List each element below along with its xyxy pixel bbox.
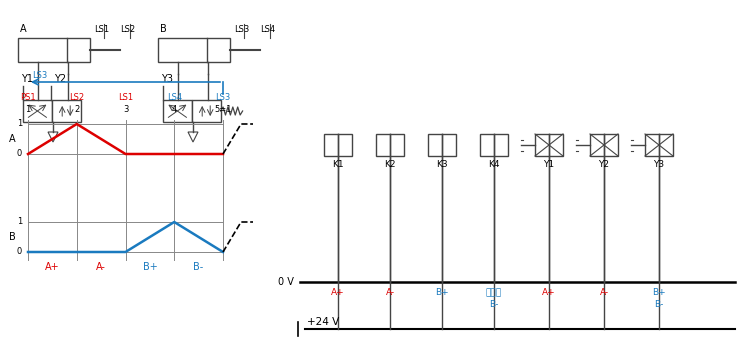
Text: 4: 4 [172, 105, 177, 114]
Bar [324, 134, 352, 156]
Bar [480, 134, 508, 156]
Text: Y3: Y3 [161, 74, 173, 84]
Text: K2: K2 [384, 160, 396, 169]
Text: LS3: LS3 [215, 93, 230, 102]
Bar [535, 134, 563, 156]
Text: 0 V: 0 V [278, 277, 294, 287]
Text: LS3: LS3 [234, 25, 249, 34]
Text: LS1: LS1 [94, 25, 109, 34]
Text: Y1: Y1 [543, 160, 554, 169]
Text: B+: B+ [652, 288, 666, 297]
Text: K4: K4 [488, 160, 500, 169]
Text: B: B [160, 24, 166, 34]
Text: Y3: Y3 [653, 160, 664, 169]
Text: K1: K1 [332, 160, 344, 169]
Text: 0: 0 [17, 247, 22, 257]
Text: Y2: Y2 [599, 160, 609, 169]
Text: LS1: LS1 [118, 93, 133, 102]
Text: A-: A- [386, 288, 395, 297]
Text: A: A [20, 24, 27, 34]
Bar [158, 38, 230, 62]
Text: 0: 0 [17, 149, 22, 159]
Text: A+: A+ [45, 262, 59, 272]
Bar [645, 134, 673, 156]
Text: 1: 1 [17, 120, 22, 129]
Bar [18, 38, 90, 62]
Polygon shape [188, 132, 198, 142]
Text: B-: B- [490, 300, 499, 309]
Bar [376, 134, 404, 156]
Text: Y2: Y2 [53, 74, 66, 84]
Text: PS1: PS1 [20, 93, 36, 102]
Text: A: A [10, 134, 16, 144]
Text: A+: A+ [331, 288, 345, 297]
Text: B+: B+ [143, 262, 158, 272]
Text: 1: 1 [17, 217, 22, 227]
Text: A+: A+ [542, 288, 556, 297]
Text: 1: 1 [25, 105, 30, 114]
Text: LS2: LS2 [69, 93, 84, 102]
Text: 초기화: 초기화 [486, 288, 502, 297]
Text: +24 V: +24 V [307, 317, 340, 327]
Text: A-: A- [96, 262, 106, 272]
Text: LS4: LS4 [166, 93, 182, 102]
Text: K3: K3 [436, 160, 448, 169]
Text: LS4: LS4 [260, 25, 275, 34]
Polygon shape [48, 132, 58, 142]
Text: 2: 2 [74, 105, 80, 114]
Text: 3: 3 [123, 105, 129, 114]
Text: B: B [9, 232, 16, 242]
Text: 5=1: 5=1 [214, 105, 232, 114]
Bar [163, 100, 192, 122]
Text: B+: B+ [435, 288, 449, 297]
Text: LS3: LS3 [32, 71, 48, 80]
Bar [23, 100, 52, 122]
Bar [52, 100, 80, 122]
Text: B-: B- [655, 300, 663, 309]
Text: B-: B- [193, 262, 204, 272]
Text: Y1: Y1 [21, 74, 33, 84]
Bar [428, 134, 456, 156]
Text: A-: A- [600, 288, 609, 297]
Text: LS2: LS2 [120, 25, 135, 34]
Bar [192, 100, 221, 122]
Bar [590, 134, 618, 156]
